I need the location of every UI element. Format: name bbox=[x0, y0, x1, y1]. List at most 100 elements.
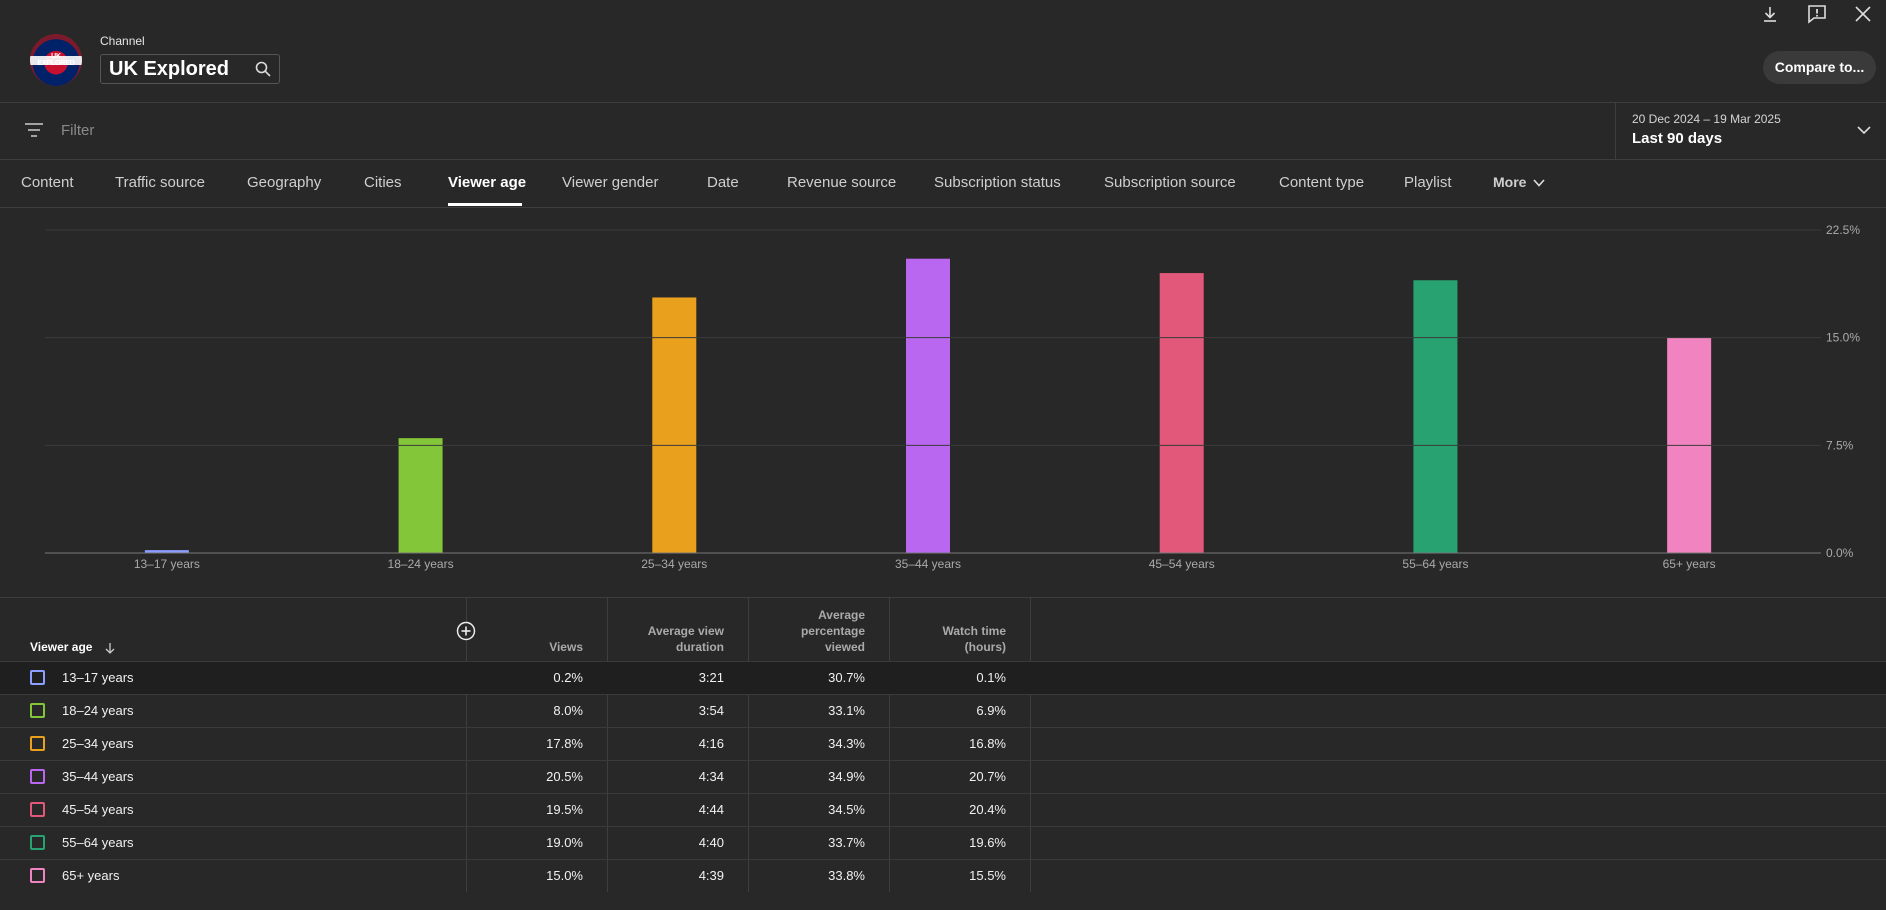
tab-traffic-source[interactable]: Traffic source bbox=[115, 174, 206, 191]
table-row[interactable]: 18–24 years 8.0% 3:54 33.1% 6.9% bbox=[0, 694, 1886, 728]
chevron-down-icon[interactable] bbox=[1856, 122, 1872, 138]
y-tick-label: 22.5% bbox=[1826, 223, 1860, 237]
row-views: 15.0% bbox=[546, 868, 583, 883]
row-percentage: 33.8% bbox=[828, 868, 865, 883]
header-line: viewed bbox=[824, 640, 865, 654]
y-tick-label: 15.0% bbox=[1826, 331, 1860, 345]
row-duration: 3:21 bbox=[698, 670, 724, 685]
header-line: Watch time bbox=[942, 624, 1006, 638]
table-row[interactable]: 45–54 years 19.5% 4:44 34.5% 20.4% bbox=[0, 793, 1886, 827]
chart-bar bbox=[1413, 280, 1458, 553]
row-watch-time: 20.4% bbox=[969, 802, 1006, 817]
active-tab-indicator bbox=[448, 203, 522, 206]
row-duration: 3:54 bbox=[698, 703, 724, 718]
channel-search-input[interactable]: UK Explored bbox=[100, 54, 280, 84]
table-header-avg-view-duration[interactable]: Average view duration bbox=[624, 623, 724, 655]
row-views: 17.8% bbox=[546, 736, 583, 751]
table-row[interactable]: 55–64 years 19.0% 4:40 33.7% 19.6% bbox=[0, 826, 1886, 860]
y-tick-label: 7.5% bbox=[1826, 438, 1854, 452]
x-tick-label: 45–54 years bbox=[1149, 557, 1215, 571]
table-header-viewer-age[interactable]: Viewer age bbox=[30, 639, 116, 655]
row-checkbox[interactable] bbox=[30, 868, 45, 883]
row-checkbox[interactable] bbox=[30, 670, 45, 685]
tab-more-label: More bbox=[1493, 174, 1527, 190]
header-line: duration bbox=[676, 640, 724, 654]
feedback-icon[interactable] bbox=[1807, 4, 1827, 24]
tab-revenue-source[interactable]: Revenue source bbox=[787, 174, 897, 191]
table-header-views[interactable]: Views bbox=[549, 640, 583, 654]
row-duration: 4:39 bbox=[698, 868, 724, 883]
channel-label: Channel bbox=[100, 34, 145, 48]
download-icon[interactable] bbox=[1760, 4, 1780, 24]
tab-content-type[interactable]: Content type bbox=[1279, 174, 1365, 191]
x-tick-label: 55–64 years bbox=[1402, 557, 1468, 571]
header-bar bbox=[0, 0, 1886, 103]
tab-date[interactable]: Date bbox=[707, 174, 739, 191]
filter-input[interactable]: Filter bbox=[61, 122, 95, 139]
add-column-icon[interactable] bbox=[456, 621, 476, 641]
chart-bar bbox=[398, 438, 443, 553]
row-watch-time: 6.9% bbox=[976, 703, 1006, 718]
table-header-watch-time[interactable]: Watch time (hours) bbox=[906, 623, 1006, 655]
table-row[interactable]: 35–44 years 20.5% 4:34 34.9% 20.7% bbox=[0, 760, 1886, 794]
row-percentage: 33.7% bbox=[828, 835, 865, 850]
header-line: Average view bbox=[647, 624, 724, 638]
date-preset[interactable]: Last 90 days bbox=[1632, 130, 1723, 147]
tab-viewer-gender[interactable]: Viewer gender bbox=[562, 174, 659, 191]
filter-bar bbox=[0, 102, 1886, 160]
row-percentage: 30.7% bbox=[828, 670, 865, 685]
table-row[interactable]: 65+ years 15.0% 4:39 33.8% 15.5% bbox=[0, 859, 1886, 893]
date-range[interactable]: 20 Dec 2024 – 19 Mar 2025 bbox=[1632, 112, 1781, 126]
row-checkbox[interactable] bbox=[30, 802, 45, 817]
x-tick-label: 65+ years bbox=[1663, 557, 1716, 571]
row-checkbox[interactable] bbox=[30, 736, 45, 751]
row-duration: 4:34 bbox=[698, 769, 724, 784]
row-label: 35–44 years bbox=[62, 769, 134, 784]
row-watch-time: 15.5% bbox=[969, 868, 1006, 883]
tab-viewer-age[interactable]: Viewer age bbox=[448, 174, 527, 191]
chevron-down-icon bbox=[1533, 179, 1545, 187]
divider bbox=[466, 598, 467, 892]
sort-arrow-icon[interactable] bbox=[104, 642, 116, 654]
x-tick-label: 13–17 years bbox=[134, 557, 200, 571]
row-duration: 4:16 bbox=[698, 736, 724, 751]
table-row[interactable]: 13–17 years 0.2% 3:21 30.7% 0.1% bbox=[0, 661, 1886, 695]
table-header-avg-percentage-viewed[interactable]: Average percentage viewed bbox=[765, 607, 865, 655]
tab-more[interactable]: More bbox=[1493, 174, 1546, 190]
tab-bar bbox=[0, 159, 1886, 208]
row-watch-time: 0.1% bbox=[976, 670, 1006, 685]
filter-icon[interactable] bbox=[24, 121, 44, 139]
table-row[interactable]: 25–34 years 17.8% 4:16 34.3% 16.8% bbox=[0, 727, 1886, 761]
divider bbox=[889, 598, 890, 892]
row-label: 18–24 years bbox=[62, 703, 134, 718]
row-views: 19.5% bbox=[546, 802, 583, 817]
row-checkbox[interactable] bbox=[30, 835, 45, 850]
tab-geography[interactable]: Geography bbox=[247, 174, 322, 191]
row-views: 20.5% bbox=[546, 769, 583, 784]
tab-content[interactable]: Content bbox=[21, 174, 74, 191]
tab-cities[interactable]: Cities bbox=[364, 174, 402, 191]
divider bbox=[607, 598, 608, 892]
divider bbox=[748, 598, 749, 892]
row-views: 0.2% bbox=[553, 670, 583, 685]
row-duration: 4:40 bbox=[698, 835, 724, 850]
y-tick-label: 0.0% bbox=[1826, 546, 1854, 560]
header-line: (hours) bbox=[964, 640, 1006, 654]
row-checkbox[interactable] bbox=[30, 703, 45, 718]
row-label: 55–64 years bbox=[62, 835, 134, 850]
row-checkbox[interactable] bbox=[30, 769, 45, 784]
x-tick-label: 25–34 years bbox=[641, 557, 707, 571]
search-icon[interactable] bbox=[255, 61, 271, 77]
close-icon[interactable] bbox=[1853, 4, 1873, 24]
row-watch-time: 16.8% bbox=[969, 736, 1006, 751]
channel-avatar: UK EXPLORED bbox=[30, 34, 82, 86]
header-label: Viewer age bbox=[30, 640, 93, 654]
row-label: 25–34 years bbox=[62, 736, 134, 751]
compare-button[interactable]: Compare to... bbox=[1763, 51, 1876, 84]
tab-subscription-status[interactable]: Subscription status bbox=[934, 174, 1061, 191]
row-watch-time: 20.7% bbox=[969, 769, 1006, 784]
row-views: 8.0% bbox=[553, 703, 583, 718]
tab-subscription-source[interactable]: Subscription source bbox=[1104, 174, 1236, 191]
tab-playlist[interactable]: Playlist bbox=[1404, 174, 1452, 191]
divider bbox=[1030, 598, 1031, 892]
